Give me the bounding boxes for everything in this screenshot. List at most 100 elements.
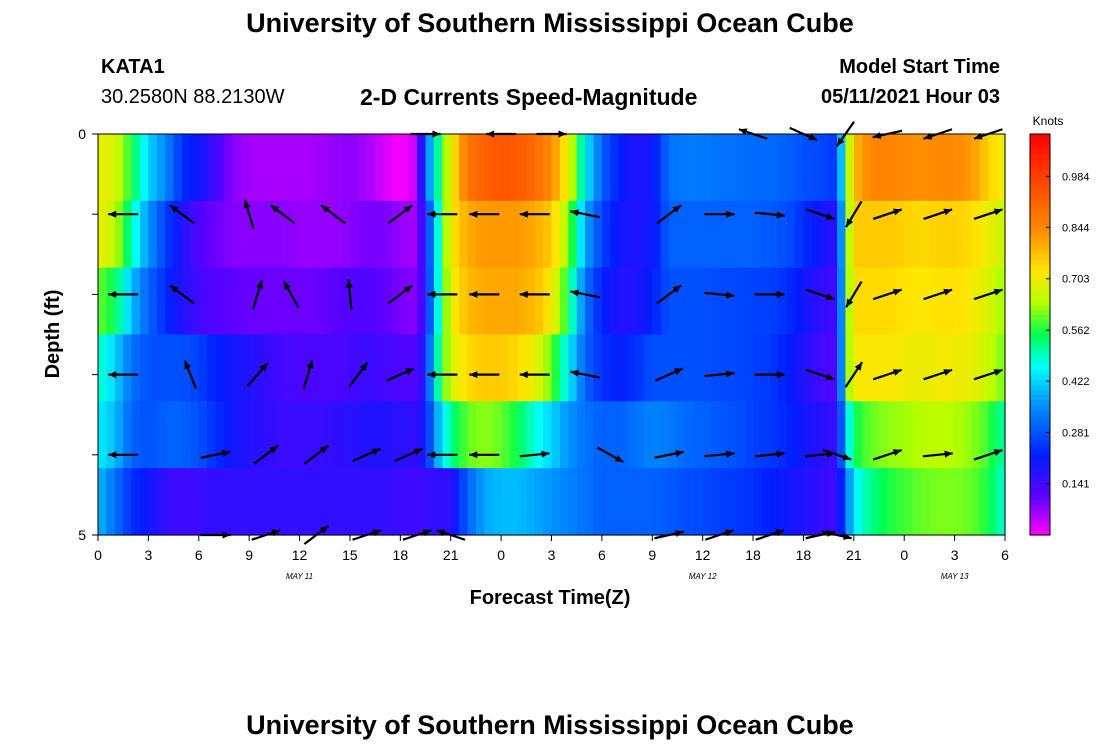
heatmap-cell xyxy=(131,134,141,202)
heatmap-cell xyxy=(601,134,611,202)
heatmap-cell xyxy=(274,200,284,269)
heatmap-cell xyxy=(795,134,805,202)
heatmap-cell xyxy=(526,267,536,336)
heatmap-cell xyxy=(879,267,889,336)
heatmap-cell xyxy=(509,334,519,402)
vector-arrowhead xyxy=(108,290,117,298)
heatmap-cell xyxy=(391,468,401,536)
heatmap-cell xyxy=(98,468,107,536)
heatmap-cell xyxy=(862,401,872,469)
heatmap-cell xyxy=(870,134,880,202)
heatmap-cell xyxy=(828,134,838,202)
colorbar-swatch xyxy=(1030,249,1050,255)
heatmap-cell xyxy=(635,334,645,402)
heatmap-cell xyxy=(921,134,931,202)
heatmap-cell xyxy=(265,468,275,536)
heatmap-cell xyxy=(811,401,821,469)
heatmap-cell xyxy=(324,200,334,269)
heatmap-cell xyxy=(736,401,746,469)
heatmap-cell xyxy=(425,134,435,202)
colorbar-swatch xyxy=(1030,504,1050,511)
heatmap-cell xyxy=(173,401,183,469)
heatmap-cell xyxy=(492,200,502,269)
heatmap-cell xyxy=(795,468,805,536)
heatmap-cell xyxy=(912,200,922,269)
vector-arrowhead xyxy=(184,360,192,370)
current-vector xyxy=(320,204,346,225)
heatmap-cell xyxy=(988,401,998,469)
heatmap-cell xyxy=(173,134,183,202)
heatmap-cell xyxy=(660,468,670,536)
heatmap-cell xyxy=(156,200,166,269)
heatmap-cell xyxy=(610,468,620,536)
heatmap-cell xyxy=(601,267,611,336)
heatmap-cell xyxy=(870,200,880,269)
heatmap-cell xyxy=(181,401,191,469)
heatmap-cell xyxy=(450,134,460,202)
colorbar-swatch xyxy=(1030,309,1050,316)
vector-arrowhead xyxy=(846,218,854,228)
heatmap-cell xyxy=(845,200,855,269)
heatmap-cell xyxy=(366,134,376,202)
heatmap-cell xyxy=(459,468,469,536)
current-vector xyxy=(754,450,785,458)
heatmap-cell xyxy=(123,267,133,336)
heatmap-cell xyxy=(232,401,242,469)
current-vector xyxy=(570,289,601,299)
heatmap-cell xyxy=(719,134,729,202)
heatmap-cell xyxy=(383,200,393,269)
heatmap-cell xyxy=(391,134,401,202)
vector-arrowhead xyxy=(403,285,413,293)
current-vector xyxy=(394,447,423,462)
heatmap-cell xyxy=(207,468,217,536)
colorbar-swatch xyxy=(1030,474,1050,481)
colorbar-swatch xyxy=(1030,234,1050,240)
colorbar-swatch xyxy=(1030,284,1050,290)
heatmap-cell xyxy=(946,401,956,469)
current-vector xyxy=(754,290,785,298)
heatmap-cell xyxy=(853,468,863,536)
current-vector xyxy=(345,279,353,310)
colorbar-swatch xyxy=(1030,169,1050,175)
heatmap-cell xyxy=(912,468,922,536)
heatmap-cell xyxy=(98,334,107,402)
heatmap-cell xyxy=(593,200,603,269)
heatmap-cell xyxy=(921,200,931,269)
heatmap-cells xyxy=(98,134,1006,536)
colorbar-swatch xyxy=(1030,259,1050,265)
vector-arrowhead xyxy=(776,290,785,298)
heatmap-cell xyxy=(114,401,124,469)
heatmap-cell xyxy=(996,134,1006,202)
heatmap-cell xyxy=(820,200,830,269)
vector-arrowhead xyxy=(372,529,381,537)
heatmap-cell xyxy=(358,267,368,336)
heatmap-cell xyxy=(475,267,485,336)
vector-arrowhead xyxy=(993,449,1003,456)
heatmap-cell xyxy=(963,200,973,269)
heatmap-cell xyxy=(417,267,427,336)
heatmap-cell xyxy=(937,334,947,402)
colorbar-swatch xyxy=(1030,304,1050,311)
vector-arrowhead xyxy=(825,373,835,381)
heatmap-cell xyxy=(467,267,477,336)
heatmap-cell xyxy=(534,134,544,202)
heatmap-cell xyxy=(719,401,729,469)
heatmap-cell xyxy=(400,401,410,469)
heatmap-cell xyxy=(517,468,527,536)
heatmap-cell xyxy=(98,200,107,269)
heatmap-cell xyxy=(383,134,393,202)
x-tick-label: 0 xyxy=(94,547,102,563)
heatmap-cell xyxy=(324,134,334,202)
heatmap-cell xyxy=(215,267,225,336)
heatmap-cell xyxy=(879,334,889,402)
heatmap-cell xyxy=(366,334,376,402)
current-vector xyxy=(246,362,269,387)
colorbar-swatch xyxy=(1030,374,1050,381)
heatmap-cell xyxy=(727,267,737,336)
colorbar-swatch xyxy=(1030,144,1050,150)
heatmap-cell xyxy=(249,334,259,402)
colorbar-swatch xyxy=(1030,484,1050,491)
vector-arrowhead xyxy=(776,450,785,458)
colorbar-swatch xyxy=(1030,324,1050,331)
heatmap-cell xyxy=(971,134,981,202)
